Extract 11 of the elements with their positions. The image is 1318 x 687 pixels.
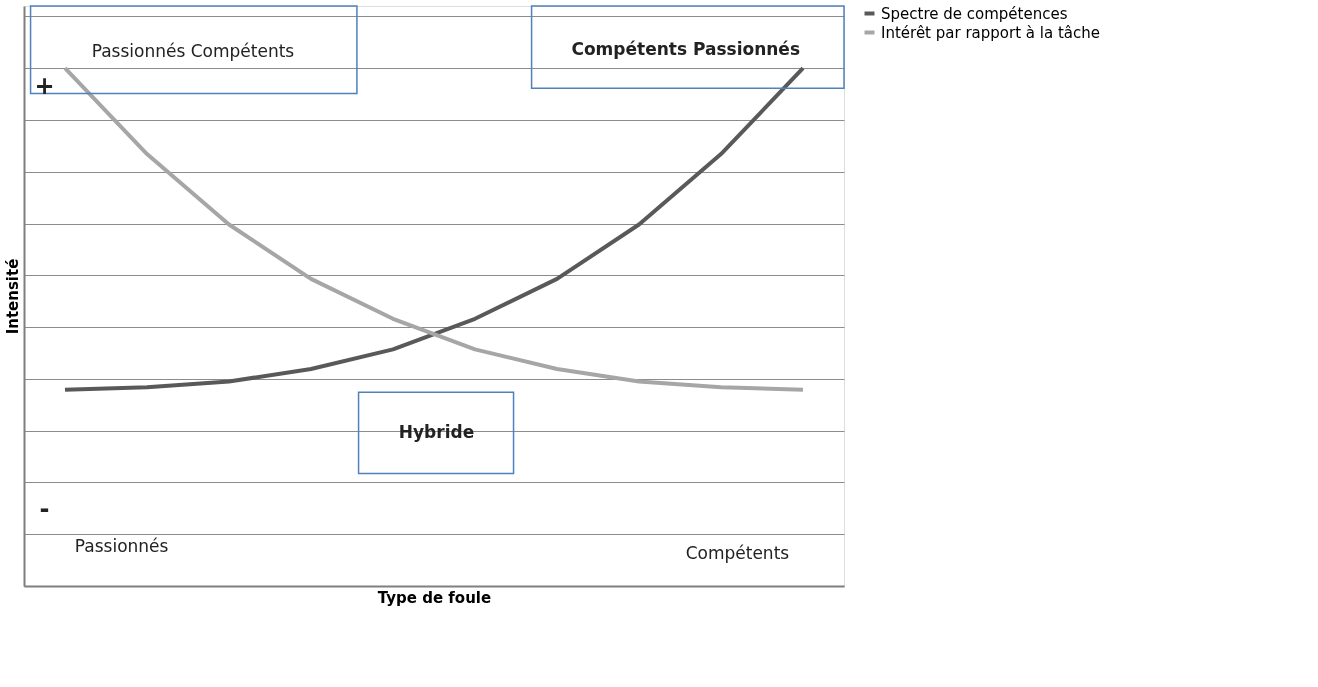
annotation: Passionnés	[74, 536, 169, 557]
annotation: +	[34, 71, 55, 100]
text: Passionnés Compétents	[91, 40, 295, 61]
y-axis-title: Intensité	[3, 258, 22, 335]
legend-label: Intérêt par rapport à la tâche	[881, 23, 1100, 42]
annotation: -	[39, 495, 50, 524]
legend-label: Spectre de compétences	[881, 4, 1068, 23]
annotation: Hybride	[398, 421, 475, 442]
text: Compétents Passionnés	[571, 39, 801, 60]
x-axis-title: Type de foule	[377, 588, 492, 607]
annotation: Compétents	[685, 543, 790, 564]
